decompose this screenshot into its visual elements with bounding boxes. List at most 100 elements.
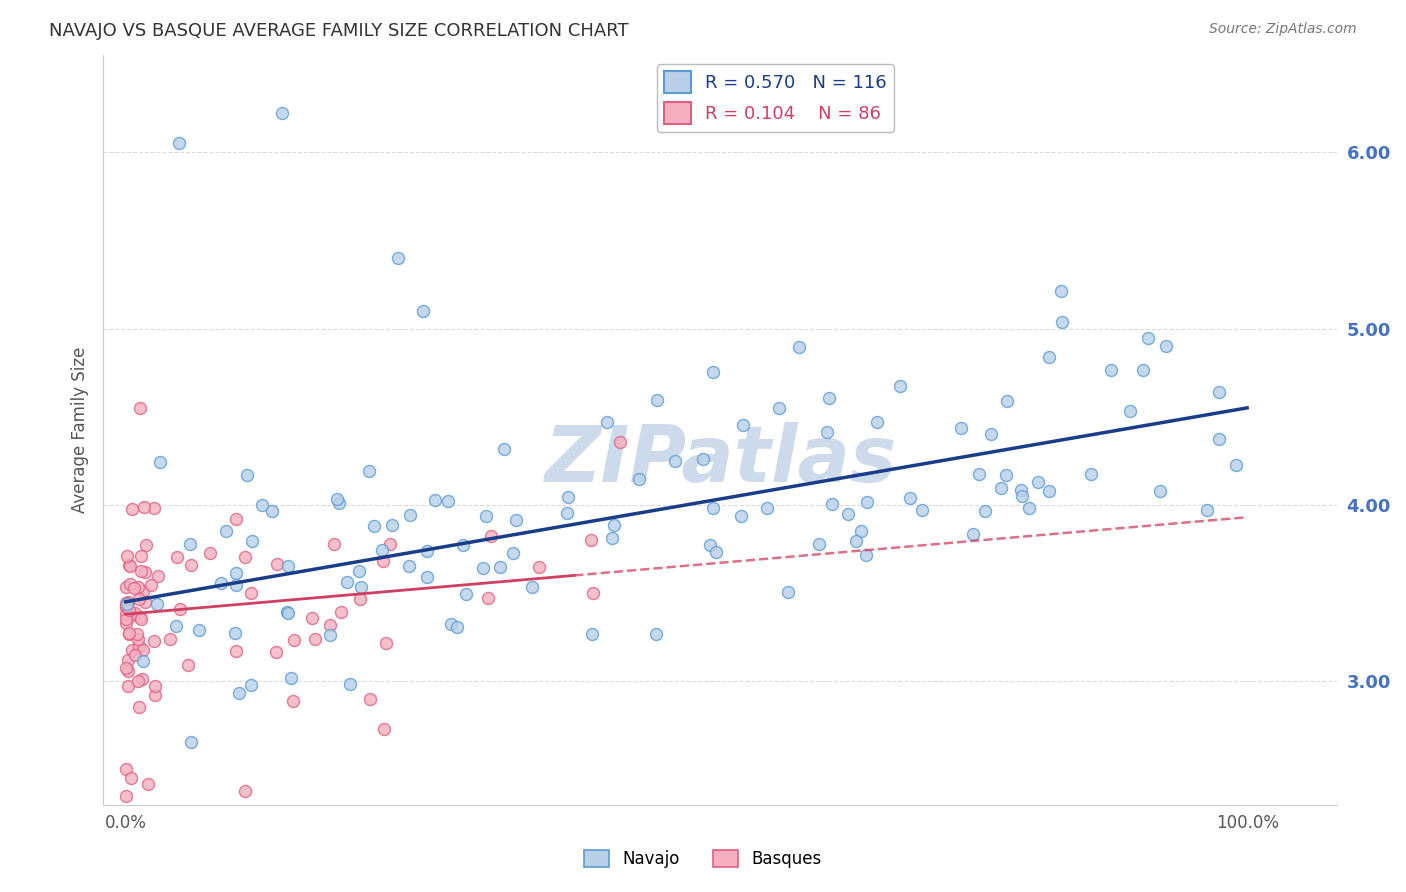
Point [837,508,859,522]
Point [474,508,496,523]
Point [1132,363,1154,377]
Point [350,580,373,594]
Point [134,565,156,579]
Point [304,632,326,646]
Point [114,599,136,613]
Point [596,415,619,429]
Point [699,537,721,551]
Point [974,504,997,518]
Point [115,661,138,675]
Point [122,607,145,622]
Legend: R = 0.570   N = 116, R = 0.104    N = 86: R = 0.570 N = 116, R = 0.104 N = 86 [657,64,894,132]
Point [121,642,143,657]
Point [1011,489,1033,503]
Point [555,506,578,520]
Point [378,536,401,550]
Point [118,627,141,641]
Point [603,517,626,532]
Point [446,619,468,633]
Point [815,425,838,439]
Point [129,401,152,415]
Point [277,558,299,573]
Point [276,605,298,619]
Point [115,580,138,594]
Point [128,700,150,714]
Point [980,427,1002,442]
Point [359,692,381,706]
Point [131,549,153,563]
Point [1149,484,1171,499]
Point [818,391,841,405]
Point [1119,404,1142,418]
Point [215,524,238,539]
Point [115,616,138,631]
Point [271,106,294,120]
Point [124,606,146,620]
Point [451,538,474,552]
Point [1080,467,1102,481]
Point [120,771,142,785]
Point [233,783,256,797]
Point [627,472,650,486]
Point [127,581,149,595]
Point [209,576,232,591]
Text: NAVAJO VS BASQUE AVERAGE FAMILY SIZE CORRELATION CHART: NAVAJO VS BASQUE AVERAGE FAMILY SIZE COR… [49,22,628,40]
Point [529,560,551,574]
Point [889,379,911,393]
Point [1225,458,1247,472]
Text: ZIPatlas: ZIPatlas [544,422,896,498]
Point [148,569,170,583]
Point [240,533,263,548]
Point [381,518,404,533]
Point [581,533,603,547]
Point [318,628,340,642]
Point [898,491,921,505]
Point [730,508,752,523]
Point [1018,500,1040,515]
Point [129,612,152,626]
Point [522,580,544,594]
Point [236,467,259,482]
Point [136,776,159,790]
Point [301,611,323,625]
Point [134,595,156,609]
Point [132,500,155,514]
Point [225,578,247,592]
Point [768,401,790,415]
Point [118,558,141,573]
Point [994,467,1017,482]
Point [1010,483,1032,497]
Point [702,365,724,379]
Point [995,394,1018,409]
Point [387,251,409,265]
Point [347,564,370,578]
Point [262,504,284,518]
Point [856,494,879,508]
Point [225,644,247,658]
Point [120,577,142,591]
Point [756,500,779,515]
Point [357,464,380,478]
Point [132,643,155,657]
Point [117,679,139,693]
Point [117,595,139,609]
Point [121,502,143,516]
Point [115,549,138,563]
Point [787,340,810,354]
Point [180,734,202,748]
Point [115,596,138,610]
Point [454,587,477,601]
Text: Source: ZipAtlas.com: Source: ZipAtlas.com [1209,22,1357,37]
Point [228,686,250,700]
Point [477,591,499,606]
Point [115,607,138,621]
Point [349,591,371,606]
Point [198,546,221,560]
Point [373,722,395,736]
Point [1195,502,1218,516]
Point [143,634,166,648]
Point [124,581,146,595]
Point [129,564,152,578]
Point [188,623,211,637]
Point [318,618,340,632]
